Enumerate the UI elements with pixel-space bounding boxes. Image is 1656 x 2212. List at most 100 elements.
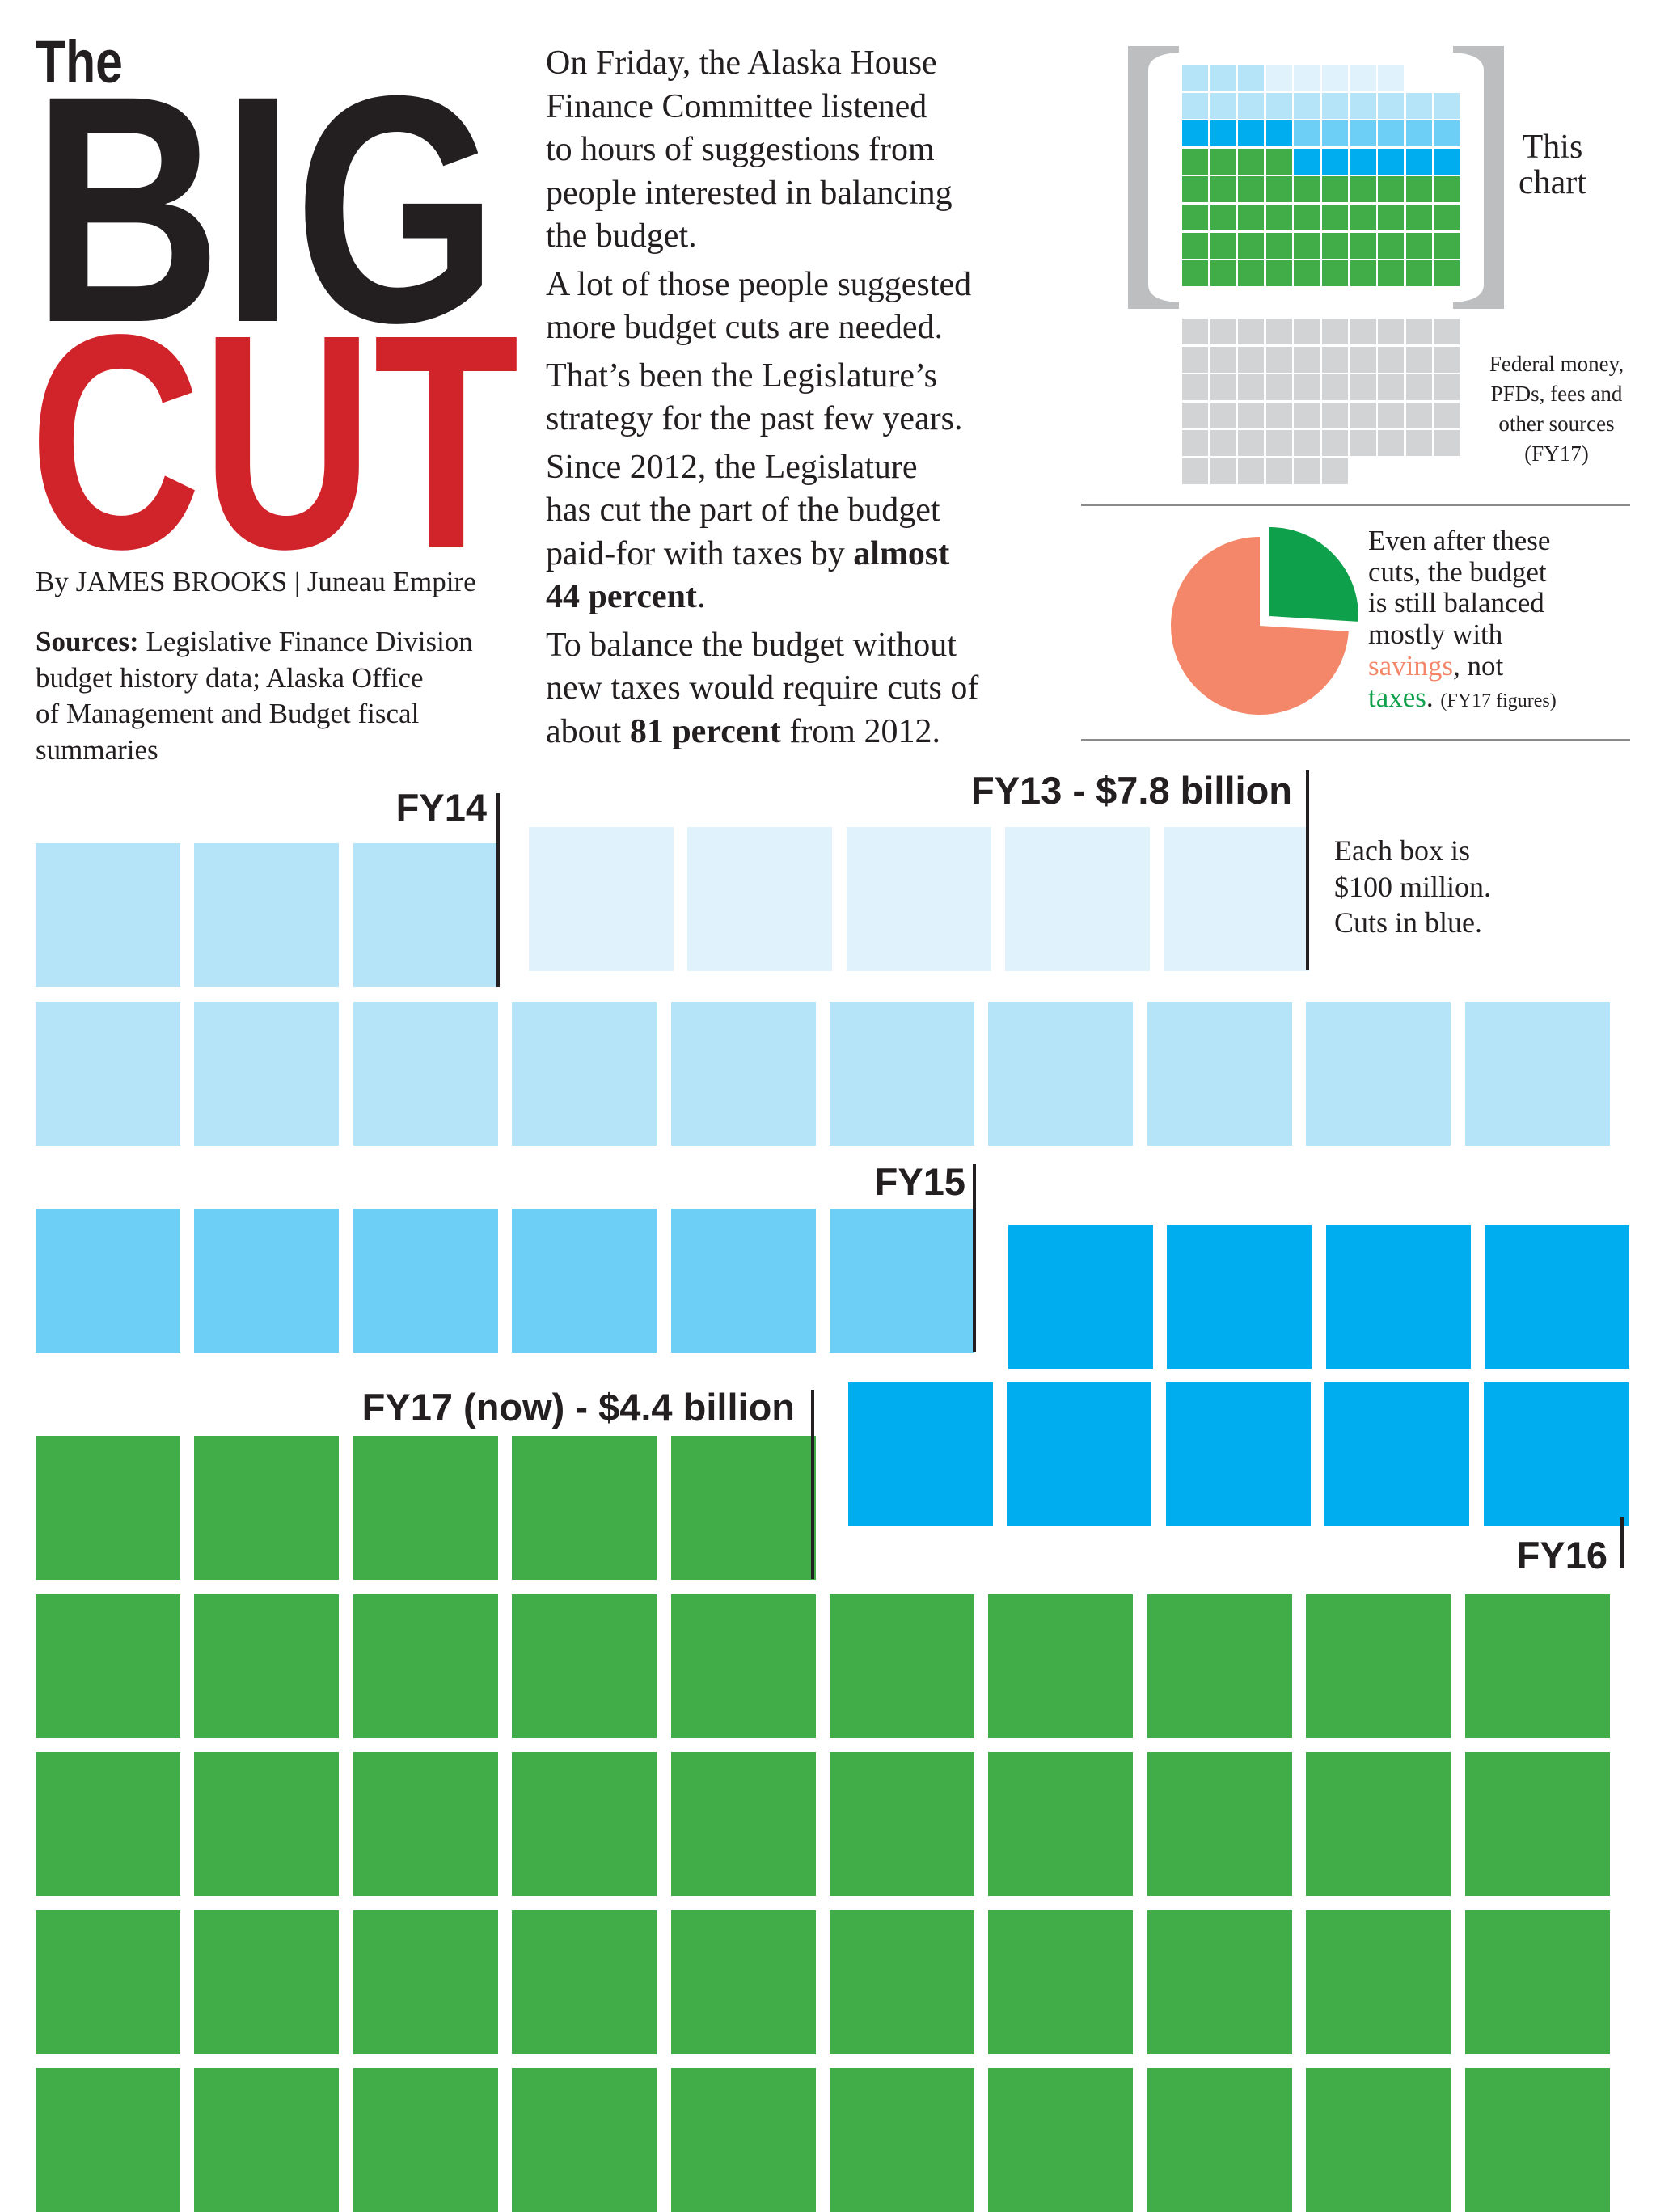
waffle-box-fy14-cut: [1465, 1002, 1610, 1146]
story-paragraph: A lot of those people suggested more bud…: [546, 264, 978, 350]
sources-line: of Management and Budget fiscal: [36, 698, 420, 729]
mini-box-other-sources: [1434, 319, 1460, 344]
mini-box-other-sources: [1378, 403, 1404, 428]
story-line: the budget.: [546, 217, 697, 255]
mini-box-fy17-remaining: [1294, 233, 1320, 259]
mini-box-other-sources: [1182, 319, 1208, 344]
waffle-box-fy17-remaining: [512, 1752, 657, 1896]
other-sources-label: Federal money, PFDs, fees and other sour…: [1472, 349, 1641, 469]
mini-box-fy15-cut: [1434, 120, 1460, 146]
mini-box-other-sources: [1266, 430, 1292, 456]
waffle-box-fy17-remaining: [671, 2068, 816, 2212]
box-legend: Each box is $100 million. Cuts in blue.: [1334, 833, 1491, 941]
mini-chart-label-line: This: [1522, 129, 1583, 166]
waffle-box-fy14-cut: [36, 1002, 180, 1146]
sources-line: budget history data; Alaska Office: [36, 661, 424, 694]
right-bracket-icon: [1453, 46, 1504, 309]
mini-box-fy16-cut: [1294, 149, 1320, 175]
story-line: strategy for the past few years.: [546, 400, 963, 437]
mini-box-fy17-remaining: [1266, 260, 1292, 286]
story-line: A lot of those people suggested: [546, 265, 972, 303]
waffle-box-fy17-remaining: [1306, 1910, 1451, 2054]
mini-box-other-sources: [1182, 458, 1208, 484]
sources-line: Legislative Finance Division: [138, 626, 473, 657]
mini-box-fy14-cut: [1182, 65, 1208, 91]
waffle-box-fy16-cut: [1485, 1225, 1629, 1369]
pie-note: Even after these cuts, the budget is sti…: [1368, 525, 1557, 716]
waffle-box-fy13-cut: [1164, 827, 1309, 971]
story-line: from 2012.: [780, 712, 940, 750]
mini-box-other-sources: [1378, 430, 1404, 456]
mini-box-other-sources: [1294, 430, 1320, 456]
story-line: about: [546, 712, 630, 750]
pie-note-line: is still balanced: [1368, 587, 1544, 619]
mini-box-fy14-cut: [1322, 93, 1348, 119]
waffle-box-fy17-remaining: [1147, 1910, 1292, 2054]
mini-box-other-sources: [1406, 430, 1432, 456]
story-line: new taxes would require cuts of: [546, 669, 979, 707]
mini-box-fy17-remaining: [1238, 149, 1264, 175]
mini-box-fy17-remaining: [1238, 176, 1264, 202]
waffle-box-fy16-cut: [1484, 1382, 1629, 1526]
mini-box-fy17-remaining: [1406, 205, 1432, 230]
waffle-box-fy17-remaining: [353, 1910, 498, 2054]
waffle-box-fy17-remaining: [671, 1594, 816, 1738]
waffle-box-fy17-remaining: [1465, 1910, 1610, 2054]
waffle-box-fy17-remaining: [1465, 2068, 1610, 2212]
mini-box-fy17-remaining: [1294, 176, 1320, 202]
mini-box-other-sources: [1210, 403, 1236, 428]
mini-box-other-sources: [1350, 374, 1376, 400]
waffle-box-fy17-remaining: [353, 1752, 498, 1896]
mini-box-fy14-cut: [1238, 65, 1264, 91]
waffle-box-fy17-remaining: [1465, 1752, 1610, 1896]
mini-box-fy17-remaining: [1378, 176, 1404, 202]
waffle-box-fy15-cut: [830, 1209, 974, 1353]
marker-fy13: [1306, 770, 1309, 970]
sources-line: summaries: [36, 733, 158, 766]
mini-box-fy17-remaining: [1350, 205, 1376, 230]
label-fy13: FY13 - $7.8 billion: [971, 769, 1292, 812]
waffle-box-fy17-remaining: [1306, 1752, 1451, 1896]
mini-box-other-sources: [1238, 430, 1264, 456]
mini-box-fy17-remaining: [1266, 205, 1292, 230]
story-line: Since 2012, the Legislature: [546, 448, 918, 486]
label-fy16: FY16: [1516, 1534, 1607, 1577]
mini-box-fy17-remaining: [1406, 233, 1432, 259]
mini-box-other-sources: [1182, 430, 1208, 456]
pie-note-line: Even after these: [1368, 525, 1551, 556]
story-line: On Friday, the Alaska House: [546, 44, 937, 82]
waffle-box-fy14-cut: [1147, 1002, 1292, 1146]
mini-box-fy17-remaining: [1210, 260, 1236, 286]
waffle-box-fy14-cut: [988, 1002, 1133, 1146]
mini-box-fy17-remaining: [1266, 176, 1292, 202]
waffle-box-fy16-cut: [1324, 1382, 1469, 1526]
waffle-box-fy17-remaining: [36, 2068, 180, 2212]
mini-box-fy13-cut: [1378, 65, 1404, 91]
mini-box-other-sources: [1238, 347, 1264, 373]
mini-box-other-sources: [1322, 403, 1348, 428]
mini-box-other-sources: [1406, 403, 1432, 428]
mini-box-fy15-cut: [1378, 120, 1404, 146]
mini-box-fy17-remaining: [1322, 260, 1348, 286]
mini-box-fy17-remaining: [1182, 233, 1208, 259]
waffle-box-fy17-remaining: [671, 1910, 816, 2054]
mini-box-other-sources: [1322, 347, 1348, 373]
waffle-box-fy17-remaining: [36, 1752, 180, 1896]
pie-slice-savings: [1171, 537, 1349, 715]
waffle-box-fy17-remaining: [1306, 1594, 1451, 1738]
waffle-box-fy17-remaining: [194, 1910, 339, 2054]
mini-box-fy17-remaining: [1210, 205, 1236, 230]
mini-box-other-sources: [1434, 374, 1460, 400]
mini-box-other-sources: [1294, 403, 1320, 428]
mini-box-other-sources: [1210, 347, 1236, 373]
mini-box-other-sources: [1434, 403, 1460, 428]
waffle-box-fy17-remaining: [1465, 1594, 1610, 1738]
sources: Sources: Legislative Finance Division bu…: [36, 624, 473, 768]
mini-box-fy16-cut: [1238, 120, 1264, 146]
legend-line: $100 million.: [1334, 870, 1492, 903]
mini-box-fy17-remaining: [1434, 176, 1460, 202]
waffle-box-fy17-remaining: [830, 1910, 974, 2054]
marker-fy14: [496, 793, 500, 987]
waffle-box-fy17-remaining: [353, 1436, 498, 1580]
waffle-box-fy15-cut: [194, 1209, 339, 1353]
